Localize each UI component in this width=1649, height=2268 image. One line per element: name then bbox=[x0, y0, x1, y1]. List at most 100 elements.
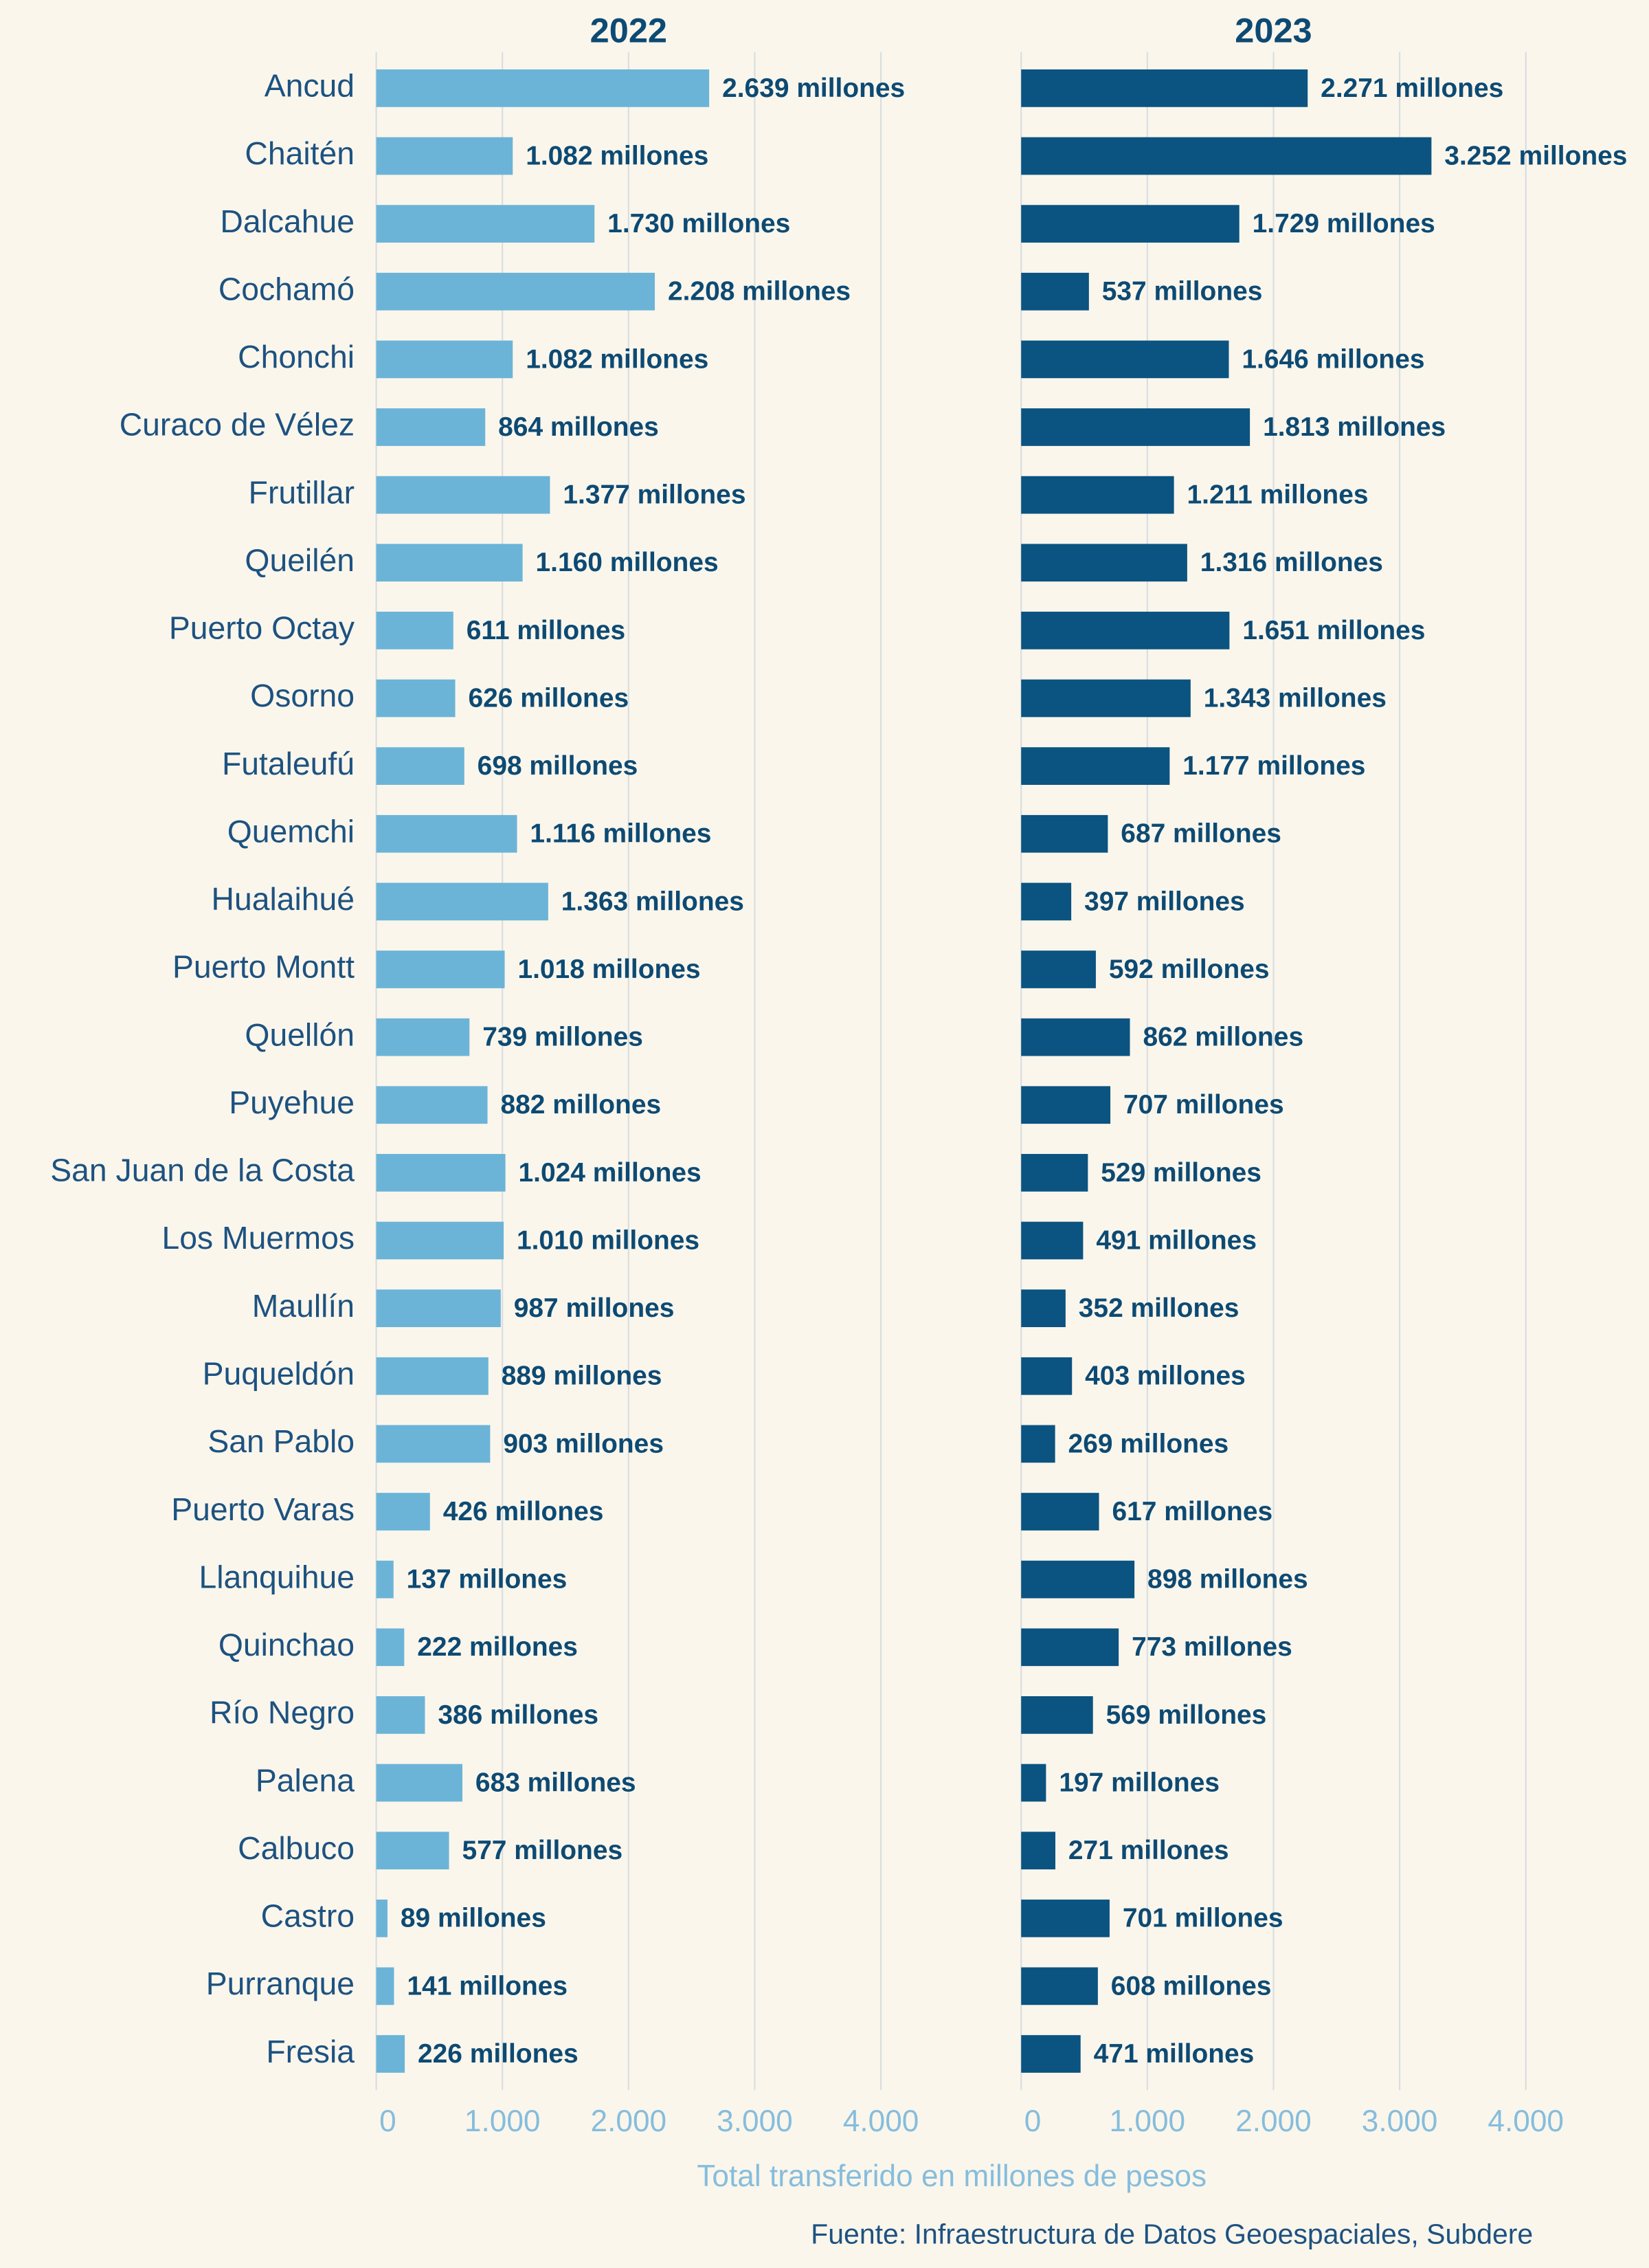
value-label: 226 millones bbox=[418, 2039, 579, 2069]
bar bbox=[376, 476, 550, 514]
bar bbox=[376, 950, 505, 988]
value-label: 889 millones bbox=[502, 1361, 662, 1391]
value-label: 862 millones bbox=[1143, 1023, 1303, 1052]
value-label: 1.813 millones bbox=[1263, 412, 1446, 442]
bar bbox=[1021, 1764, 1046, 1802]
category-label: Chonchi bbox=[238, 339, 355, 375]
category-label: Dalcahue bbox=[220, 203, 355, 239]
value-label: 987 millones bbox=[514, 1293, 675, 1323]
x-tick-label: 0 bbox=[379, 2104, 396, 2138]
category-label: Maullín bbox=[252, 1288, 355, 1324]
bar bbox=[1021, 950, 1096, 988]
value-label: 1.160 millones bbox=[536, 548, 719, 577]
bar bbox=[1021, 1221, 1084, 1260]
category-label: Calbuco bbox=[238, 1830, 355, 1866]
value-label: 617 millones bbox=[1112, 1497, 1272, 1526]
bar bbox=[376, 205, 595, 243]
bar bbox=[376, 612, 453, 649]
value-label: 1.730 millones bbox=[607, 209, 790, 238]
value-label: 1.646 millones bbox=[1242, 344, 1424, 374]
category-label: Quinchao bbox=[218, 1627, 355, 1663]
panel-title: 2023 bbox=[1235, 11, 1312, 50]
category-label: Queilén bbox=[245, 542, 355, 578]
value-label: 352 millones bbox=[1079, 1293, 1239, 1323]
value-label: 537 millones bbox=[1102, 277, 1263, 307]
bar bbox=[376, 1899, 388, 1937]
value-label: 471 millones bbox=[1094, 2039, 1255, 2069]
value-label: 569 millones bbox=[1106, 1700, 1267, 1730]
value-label: 1.116 millones bbox=[530, 819, 711, 849]
bar bbox=[376, 1628, 405, 1667]
value-label: 403 millones bbox=[1085, 1361, 1246, 1391]
bar bbox=[376, 1560, 394, 1599]
bar bbox=[1021, 1832, 1055, 1870]
value-label: 397 millones bbox=[1084, 887, 1245, 916]
category-label: Hualaihué bbox=[212, 881, 355, 917]
value-label: 1.082 millones bbox=[526, 141, 708, 170]
x-tick-label: 1.000 bbox=[464, 2104, 541, 2138]
category-label: Curaco de Vélez bbox=[120, 407, 355, 443]
value-label: 687 millones bbox=[1121, 819, 1281, 849]
category-label: Quellón bbox=[245, 1016, 355, 1052]
category-label: Puyehue bbox=[229, 1085, 355, 1120]
bar bbox=[1021, 205, 1239, 243]
bar bbox=[376, 1018, 470, 1056]
bar bbox=[376, 1696, 425, 1734]
bar bbox=[1021, 1560, 1135, 1599]
value-label: 898 millones bbox=[1147, 1565, 1308, 1594]
bar bbox=[1021, 1018, 1130, 1056]
value-label: 426 millones bbox=[443, 1497, 604, 1526]
x-tick-label: 3.000 bbox=[717, 2104, 793, 2138]
value-label: 1.010 millones bbox=[517, 1225, 699, 1255]
bar bbox=[1021, 2035, 1081, 2073]
bar bbox=[376, 814, 517, 853]
bar bbox=[376, 1086, 488, 1124]
value-label: 2.208 millones bbox=[668, 277, 851, 307]
category-label: Palena bbox=[256, 1762, 355, 1798]
x-tick-label: 3.000 bbox=[1362, 2104, 1438, 2138]
category-label: Puerto Varas bbox=[171, 1491, 355, 1527]
value-label: 1.316 millones bbox=[1200, 548, 1383, 577]
value-label: 903 millones bbox=[503, 1429, 664, 1458]
bar bbox=[1021, 544, 1187, 582]
value-label: 701 millones bbox=[1123, 1904, 1283, 1933]
value-label: 491 millones bbox=[1096, 1225, 1257, 1255]
bar bbox=[1021, 1086, 1111, 1124]
value-label: 608 millones bbox=[1111, 1971, 1272, 2001]
x-tick-label: 2.000 bbox=[591, 2104, 667, 2138]
category-label: Cochamó bbox=[218, 271, 355, 307]
value-label: 773 millones bbox=[1132, 1632, 1292, 1662]
value-label: 626 millones bbox=[468, 683, 629, 713]
value-label: 2.271 millones bbox=[1321, 74, 1503, 103]
bar bbox=[1021, 1493, 1099, 1531]
x-tick-label: 2.000 bbox=[1235, 2104, 1312, 2138]
bar bbox=[376, 1357, 489, 1395]
value-label: 386 millones bbox=[438, 1700, 598, 1730]
value-label: 1.343 millones bbox=[1204, 683, 1387, 713]
value-label: 1.363 millones bbox=[561, 887, 744, 916]
bar bbox=[376, 1832, 449, 1870]
value-label: 271 millones bbox=[1068, 1836, 1229, 1865]
grid-layer bbox=[375, 52, 1527, 2091]
value-label: 89 millones bbox=[401, 1904, 546, 1933]
x-tick-label: 4.000 bbox=[1488, 2104, 1564, 2138]
value-label: 269 millones bbox=[1068, 1429, 1229, 1458]
category-label: Ancud bbox=[265, 68, 355, 104]
bar bbox=[1021, 272, 1089, 311]
value-label: 529 millones bbox=[1101, 1158, 1261, 1188]
category-label: Puerto Octay bbox=[169, 610, 355, 646]
bar bbox=[1021, 1899, 1110, 1937]
value-label: 1.082 millones bbox=[526, 344, 708, 374]
value-label: 882 millones bbox=[500, 1090, 661, 1120]
category-label: Castro bbox=[261, 1898, 355, 1934]
category-label: Fresia bbox=[266, 2034, 355, 2069]
bar bbox=[376, 137, 513, 175]
category-label: Frutillar bbox=[249, 474, 355, 510]
bar bbox=[1021, 1628, 1119, 1667]
value-label: 137 millones bbox=[407, 1565, 568, 1594]
value-label: 1.024 millones bbox=[519, 1158, 702, 1188]
bar bbox=[1021, 137, 1432, 175]
value-label: 1.377 millones bbox=[563, 480, 745, 510]
value-label: 1.651 millones bbox=[1242, 616, 1425, 645]
value-label: 2.639 millones bbox=[722, 74, 905, 103]
